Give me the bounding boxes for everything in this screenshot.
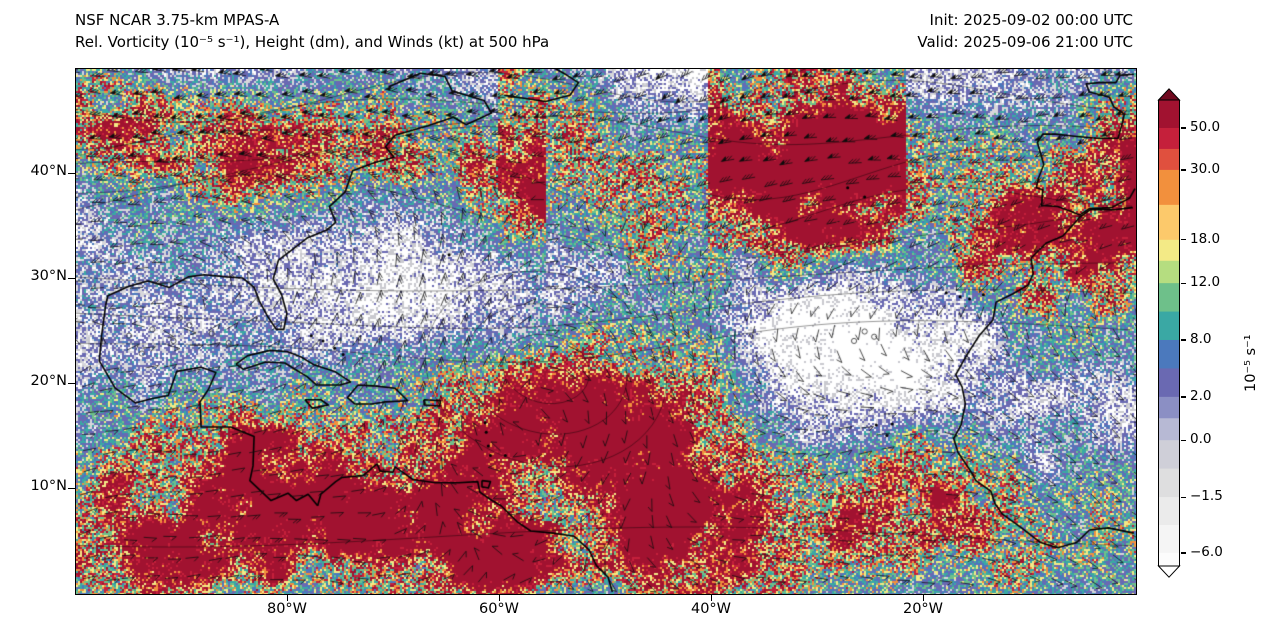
time-block: Init: 2025-09-02 00:00 UTC Valid: 2025-0…: [917, 9, 1133, 53]
x-axis-tick-label: 80°W: [266, 601, 308, 617]
y-axis-tickmark: [68, 172, 75, 174]
x-axis-tick-label: 20°W: [902, 601, 944, 617]
x-axis-tick-label: 60°W: [478, 601, 520, 617]
colorbar-tickmark: [1181, 239, 1186, 241]
model-title: NSF NCAR 3.75-km MPAS-A: [75, 11, 280, 29]
colorbar-tickmark: [1181, 552, 1186, 554]
colorbar-tickmark: [1181, 339, 1186, 341]
x-axis-tickmark: [498, 594, 500, 601]
init-time: Init: 2025-09-02 00:00 UTC: [929, 11, 1133, 29]
colorbar-tickmark: [1181, 396, 1186, 398]
x-axis-tickmark: [922, 594, 924, 601]
colorbar-tickmark: [1181, 439, 1186, 441]
y-axis-tick-label: 40°N: [30, 163, 67, 179]
x-axis-tickmark: [286, 594, 288, 601]
colorbar-tick-label: −6.0: [1190, 543, 1223, 560]
colorbar-tickmark: [1181, 282, 1186, 284]
colorbar: [1157, 88, 1181, 578]
colorbar-tick-label: 2.0: [1190, 387, 1212, 404]
colorbar-tick-label: 8.0: [1190, 330, 1212, 347]
colorbar-tickmark: [1181, 127, 1186, 129]
y-axis-tick-label: 10°N: [30, 478, 67, 494]
colorbar-tickmark: [1181, 169, 1186, 171]
colorbar-scale-svg: [1157, 88, 1181, 578]
x-axis-tickmark: [710, 594, 712, 601]
colorbar-tickmark: [1181, 496, 1186, 498]
y-axis-tickmark: [68, 487, 75, 489]
colorbar-tick-label: −1.5: [1190, 488, 1223, 505]
y-axis-tickmark: [68, 382, 75, 384]
valid-time: Valid: 2025-09-06 21:00 UTC: [917, 33, 1133, 51]
vorticity-map-canvas: [76, 69, 1136, 594]
title-block: NSF NCAR 3.75-km MPAS-A Rel. Vorticity (…: [75, 9, 549, 53]
colorbar-tick-label: 50.0: [1190, 118, 1221, 135]
y-axis-tickmark: [68, 277, 75, 279]
y-axis-tick-label: 20°N: [30, 373, 67, 389]
field-subtitle: Rel. Vorticity (10⁻⁵ s⁻¹), Height (dm), …: [75, 33, 550, 51]
y-axis-tick-label: 30°N: [30, 268, 67, 284]
colorbar-unit-label: 10⁻⁵ s⁻¹: [1243, 334, 1259, 392]
colorbar-tick-label: 18.0: [1190, 230, 1221, 247]
colorbar-tick-label: 12.0: [1190, 274, 1221, 291]
colorbar-tick-label: 0.0: [1190, 431, 1212, 448]
colorbar-tick-label: 30.0: [1190, 160, 1221, 177]
map-plot-frame: [75, 68, 1137, 595]
x-axis-tick-label: 40°W: [690, 601, 732, 617]
